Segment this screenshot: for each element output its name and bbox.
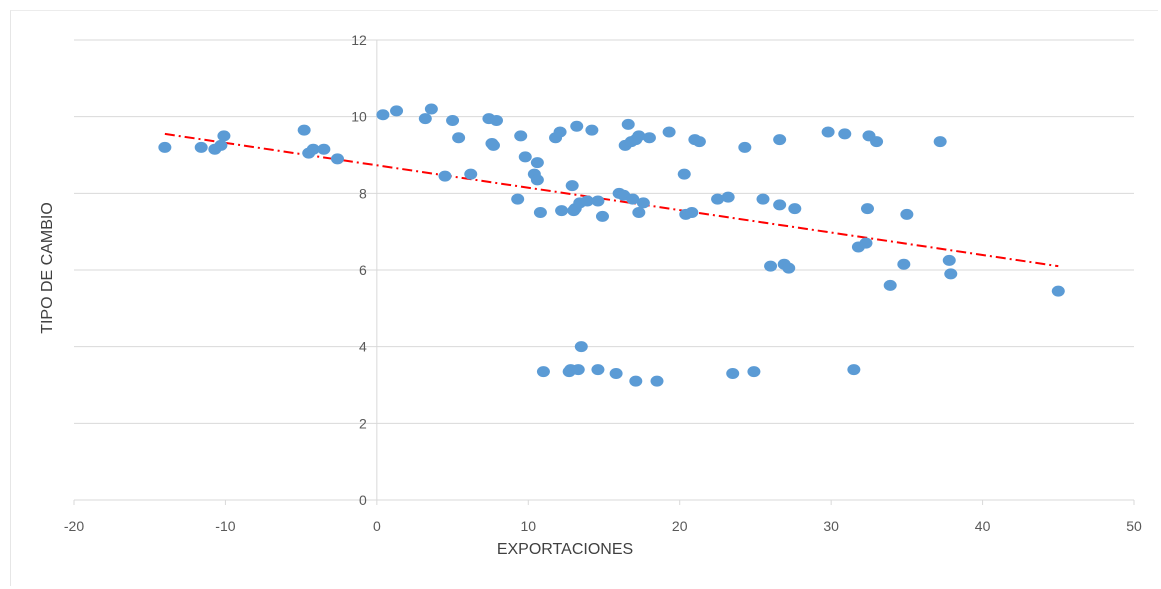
data-point — [424, 103, 438, 115]
data-point — [609, 368, 623, 379]
data-point — [838, 128, 852, 140]
data-point — [591, 364, 605, 376]
data-point — [376, 109, 390, 121]
data-point — [685, 207, 699, 218]
data-point — [721, 191, 735, 203]
data-point — [642, 132, 656, 144]
data-point — [782, 262, 796, 274]
data-point — [1051, 285, 1065, 297]
data-point — [306, 143, 320, 155]
data-point — [530, 174, 544, 186]
data-point — [692, 136, 706, 148]
x-tick-label: 30 — [823, 518, 839, 534]
data-point — [900, 208, 914, 220]
data-point — [214, 139, 228, 151]
y-tick-label: 12 — [351, 32, 367, 48]
data-point — [595, 210, 609, 222]
x-tick-label: 40 — [975, 518, 991, 534]
data-point — [158, 141, 172, 153]
gridlines — [74, 39, 1134, 501]
data-point — [514, 130, 528, 142]
data-point — [570, 120, 584, 132]
y-tick-label: 0 — [359, 492, 367, 508]
data-point — [942, 254, 956, 266]
data-point — [297, 124, 311, 136]
y-tick-label: 10 — [351, 109, 367, 125]
x-axis-title: EXPORTACIONES — [497, 541, 633, 558]
data-point — [464, 168, 478, 180]
data-point — [574, 341, 588, 353]
data-point — [571, 364, 585, 376]
y-tick-label: 6 — [359, 262, 367, 278]
data-point — [711, 193, 725, 205]
data-point — [897, 258, 911, 270]
data-point — [580, 195, 594, 207]
data-point — [870, 136, 884, 148]
data-point — [452, 132, 466, 144]
data-point — [530, 157, 544, 169]
y-tick-label: 4 — [359, 339, 367, 355]
data-point — [591, 195, 605, 207]
data-point — [821, 126, 835, 138]
data-point — [933, 136, 947, 148]
data-point — [847, 364, 861, 376]
data-point — [738, 141, 752, 153]
x-tick-label: 0 — [373, 518, 381, 534]
data-point — [629, 375, 643, 387]
x-tick-label: -10 — [215, 518, 235, 534]
axes — [73, 40, 1135, 505]
y-tick-label: 2 — [359, 415, 367, 431]
data-point — [632, 130, 646, 142]
x-tick-label: 20 — [672, 518, 688, 534]
data-point — [518, 151, 532, 163]
data-point — [390, 105, 404, 117]
data-point — [438, 170, 452, 182]
trendline — [164, 132, 1059, 268]
data-point — [860, 203, 874, 215]
data-point — [533, 207, 547, 218]
data-point — [565, 180, 579, 192]
data-point — [677, 168, 691, 180]
data-point — [217, 130, 231, 142]
data-point — [756, 193, 770, 205]
y-tick-label: 8 — [359, 185, 367, 201]
trendline-group — [164, 132, 1059, 268]
data-point — [555, 205, 569, 217]
data-point — [883, 279, 897, 291]
data-point — [747, 366, 761, 378]
data-point — [773, 134, 787, 146]
data-point — [511, 193, 525, 205]
x-tick-label: -20 — [64, 518, 84, 534]
data-point — [859, 237, 873, 249]
data-point — [446, 115, 460, 126]
data-point — [626, 193, 640, 205]
x-tick-label: 50 — [1126, 518, 1142, 534]
data-point — [632, 207, 646, 218]
y-axis-title: TIPO DE CAMBIO — [39, 202, 56, 334]
data-point — [317, 143, 331, 155]
data-point — [650, 375, 664, 387]
data-point — [773, 199, 787, 211]
data-point — [621, 118, 635, 130]
data-point — [585, 124, 599, 136]
data-point — [418, 113, 432, 125]
data-point — [486, 139, 500, 151]
data-point — [553, 126, 567, 138]
x-tick-label: 10 — [520, 518, 536, 534]
data-point — [330, 153, 344, 165]
data-point — [194, 141, 208, 153]
data-point — [788, 203, 802, 215]
data-point — [726, 368, 740, 379]
data-point — [662, 126, 676, 138]
data-points — [158, 103, 1065, 387]
data-point — [489, 115, 503, 126]
data-point — [636, 197, 650, 209]
data-point — [764, 260, 778, 272]
data-point — [536, 366, 550, 378]
chart-area — [10, 10, 1158, 586]
tick-labels: 0 2 4 6 8 10 12 -20 -10 0 10 20 30 40 50 — [64, 32, 1142, 534]
data-point — [944, 268, 958, 280]
